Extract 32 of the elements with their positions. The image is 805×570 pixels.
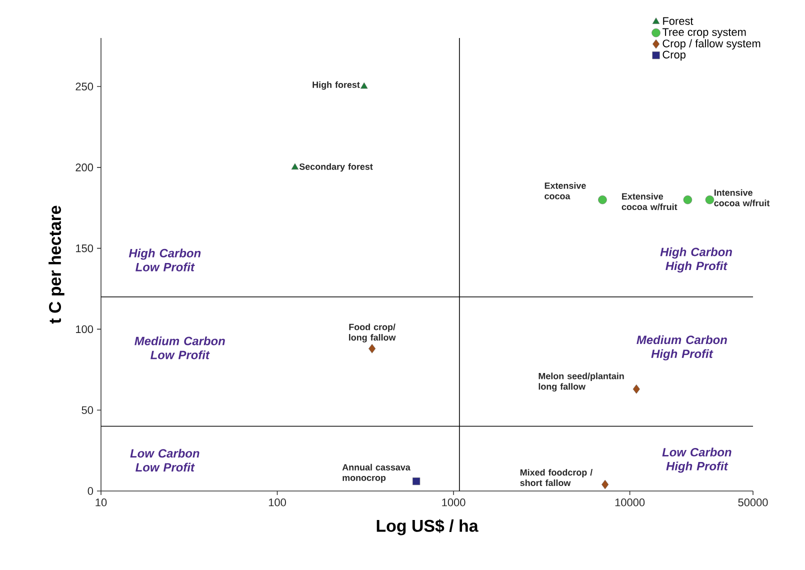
y-tick-label: 50 <box>82 406 94 414</box>
legend-label: Crop / fallow system <box>662 39 760 50</box>
y-tick-label: 100 <box>76 325 94 334</box>
annotation: High Carbon Low Profit <box>128 248 201 272</box>
x-tick-label: 1000 <box>442 498 466 506</box>
x-tick-label: 10 <box>96 498 107 506</box>
annotation: Secondary forest <box>299 163 373 172</box>
annotation: High forest <box>312 81 360 90</box>
x-tick-label: 100 <box>268 498 286 506</box>
y-axis-title: t C per hectare <box>48 206 64 324</box>
annotation: Extensive cocoa w/fruit <box>622 192 678 210</box>
y-tick-label: 150 <box>76 244 94 252</box>
annotation: Intensive cocoa w/fruit <box>714 189 770 206</box>
annotation: Food crop/ long fallow <box>349 324 396 342</box>
x-axis-title: Log US$ / ha <box>376 519 478 536</box>
x-tick-label: 50000 <box>738 498 768 506</box>
annotation: Extensive cocoa <box>544 182 586 200</box>
annotation: High Carbon High Profit <box>660 247 732 273</box>
y-tick-label: 250 <box>76 82 94 90</box>
x-tick-label: 10000 <box>615 498 645 506</box>
annotation: Low Carbon Low Profit <box>130 448 200 472</box>
legend-label: Crop <box>662 50 686 61</box>
y-tick-label: 200 <box>76 164 94 172</box>
annotation: Low Carbon High Profit <box>662 448 732 473</box>
annotation: Medium Carbon High Profit <box>636 335 727 360</box>
legend-label: Forest <box>663 17 694 25</box>
legend-label: Tree crop system <box>662 28 746 38</box>
y-tick-label: 0 <box>88 487 94 495</box>
annotation: Mixed foodcrop / short fallow <box>520 469 593 486</box>
annotation: Annual cassava monocrop <box>342 464 410 483</box>
annotation: Melon seed/plantain long fallow <box>538 372 624 392</box>
annotation: Medium Carbon Low Profit <box>134 336 225 360</box>
